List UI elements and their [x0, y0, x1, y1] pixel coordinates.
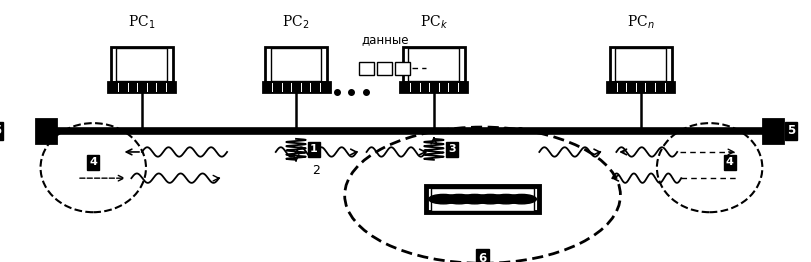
- Bar: [359, 62, 374, 75]
- Bar: [426, 186, 539, 212]
- Bar: [265, 47, 327, 82]
- Bar: [616, 48, 666, 81]
- Bar: [36, 119, 57, 143]
- Text: 4: 4: [89, 157, 97, 167]
- Bar: [395, 62, 410, 75]
- Circle shape: [429, 194, 458, 204]
- Bar: [109, 82, 175, 92]
- Bar: [377, 62, 392, 75]
- Circle shape: [476, 194, 505, 204]
- Circle shape: [507, 194, 536, 204]
- Bar: [117, 48, 167, 81]
- Bar: [607, 82, 674, 92]
- Circle shape: [444, 194, 474, 204]
- Text: 2: 2: [312, 164, 320, 177]
- Bar: [263, 82, 329, 92]
- Text: PC$_2$: PC$_2$: [282, 14, 310, 31]
- Text: PC$_1$: PC$_1$: [128, 14, 156, 31]
- Circle shape: [460, 194, 489, 204]
- Text: PC$_n$: PC$_n$: [627, 14, 654, 31]
- Bar: [610, 47, 672, 82]
- Bar: [403, 47, 465, 82]
- Text: 6: 6: [478, 252, 487, 262]
- Text: 4: 4: [726, 157, 734, 167]
- Text: 5: 5: [787, 124, 796, 138]
- Text: данные: данные: [361, 33, 409, 46]
- Bar: [431, 188, 534, 211]
- Bar: [401, 82, 467, 92]
- Text: PC$_k$: PC$_k$: [420, 14, 448, 31]
- Text: 1: 1: [310, 144, 318, 154]
- Circle shape: [491, 194, 521, 204]
- Bar: [271, 48, 321, 81]
- Bar: [409, 48, 459, 81]
- Text: 3: 3: [448, 144, 456, 154]
- Bar: [111, 47, 173, 82]
- Text: 5: 5: [0, 124, 2, 138]
- Bar: [762, 119, 783, 143]
